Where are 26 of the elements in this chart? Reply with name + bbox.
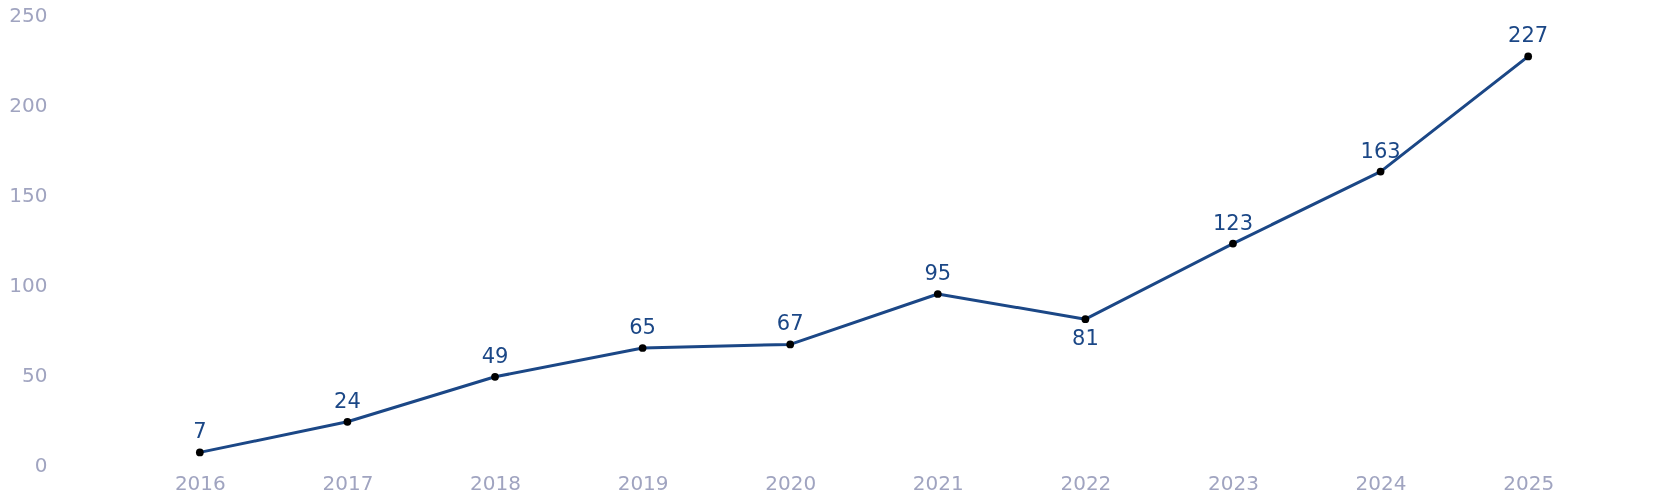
y-tick-label: 0 [34, 452, 48, 477]
x-tick-label: 2022 [1060, 470, 1112, 495]
data-label: 49 [481, 343, 509, 368]
data-label: 67 [776, 311, 804, 336]
x-tick-label: 2017 [322, 470, 374, 495]
x-tick-label: 2020 [765, 470, 817, 495]
y-tick-label: 250 [9, 2, 48, 27]
data-label: 7 [193, 419, 207, 444]
data-label: 95 [924, 261, 952, 285]
x-tick-label: 2021 [912, 470, 964, 495]
x-tick-label: 2016 [174, 470, 226, 495]
data-label: 163 [1360, 138, 1401, 163]
y-tick-label: 150 [9, 182, 48, 207]
y-tick-label: 200 [9, 92, 48, 117]
data-label: 24 [334, 388, 361, 413]
x-tick-label: 2024 [1355, 470, 1407, 495]
x-tick-label: 2019 [617, 470, 669, 495]
data-label: 65 [629, 315, 656, 339]
y-tick-label: 100 [9, 272, 48, 297]
data-label: 81 [1072, 326, 1099, 351]
x-tick-label: 2023 [1208, 470, 1259, 495]
data-label: 227 [1508, 23, 1549, 48]
x-tick-label: 2018 [470, 470, 521, 495]
x-tick-label: 2025 [1503, 470, 1555, 495]
y-tick-label: 50 [22, 362, 48, 387]
data-label: 123 [1212, 210, 1254, 235]
